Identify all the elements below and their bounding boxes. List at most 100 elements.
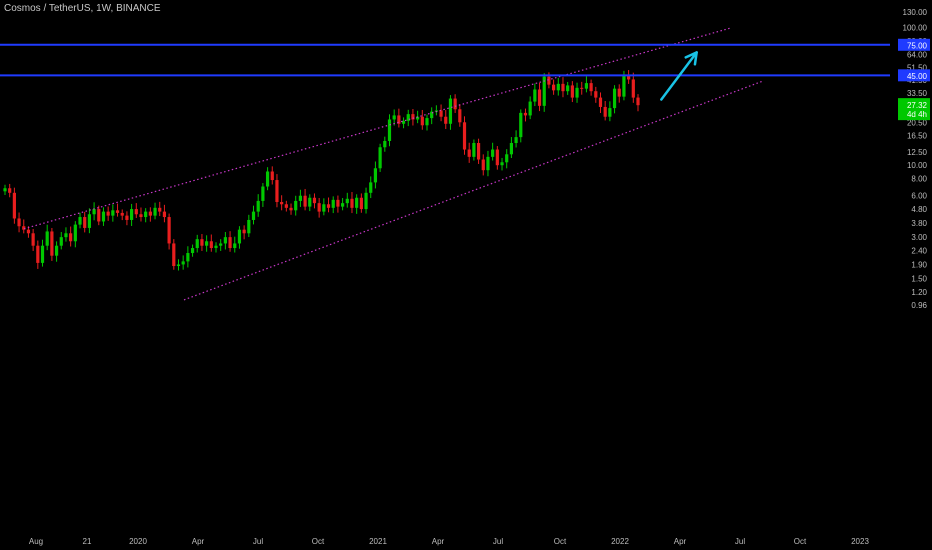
last-price-box — [898, 98, 930, 121]
candle-body — [237, 229, 242, 244]
candle-body — [617, 88, 621, 97]
channel-upper-line[interactable] — [23, 27, 731, 230]
candle-body — [369, 182, 373, 193]
channel-lower-line[interactable] — [183, 80, 764, 301]
candle-body — [64, 233, 68, 238]
candle-body — [186, 253, 190, 262]
candle-body — [247, 219, 251, 234]
candle-body — [514, 137, 518, 143]
candle-body — [331, 199, 335, 208]
time-tick-label: Jul — [493, 537, 503, 546]
candle-body — [83, 217, 87, 228]
candle-body — [97, 209, 101, 222]
price-tick-label: 2.40 — [911, 246, 927, 255]
candle-body — [336, 199, 340, 207]
level-label-box — [898, 38, 930, 51]
candle-body — [195, 239, 199, 249]
candle-body — [430, 111, 434, 119]
candle-body — [486, 156, 490, 171]
price-tick-label: 10.00 — [907, 161, 928, 170]
last-price-value: 27.32 — [907, 101, 928, 110]
arrow-head-icon — [684, 51, 698, 66]
time-tick-label: 2021 — [369, 537, 387, 546]
candle-body — [270, 171, 274, 181]
candle-body — [148, 211, 152, 216]
candle-body — [158, 207, 162, 212]
candle-body — [401, 120, 406, 124]
candle-body — [106, 211, 110, 216]
price-axis[interactable]: 130.00100.0080.0064.0051.5041.5033.5020.… — [890, 0, 932, 550]
price-tick-label: 3.00 — [911, 233, 927, 242]
candle-body — [537, 89, 542, 106]
candle-body — [144, 211, 148, 218]
candle-body — [40, 245, 45, 263]
candle-body — [92, 209, 96, 215]
levels-layer — [0, 43, 890, 77]
candle-body — [294, 200, 298, 211]
price-tick-label: 130.00 — [903, 8, 928, 17]
candle-body — [298, 195, 302, 201]
candle-body — [631, 79, 635, 98]
candle-body — [261, 186, 265, 201]
candle-body — [627, 75, 631, 80]
arrow-layer — [660, 51, 698, 101]
candle-body — [26, 229, 31, 234]
price-tick-label: 8.00 — [911, 175, 927, 184]
time-tick-label: 21 — [83, 537, 92, 546]
candle-body — [176, 264, 181, 267]
candle-body — [467, 149, 471, 157]
candle-body — [134, 209, 138, 215]
time-tick-label: 2023 — [851, 537, 869, 546]
arrow-shaft[interactable] — [660, 51, 698, 101]
candle-body — [228, 237, 232, 249]
candle-body — [111, 210, 115, 216]
candle-body — [589, 83, 593, 92]
candle-body — [420, 116, 424, 126]
candle-body — [17, 218, 21, 227]
candle-body — [162, 211, 167, 218]
price-tick-label: 3.80 — [911, 219, 927, 228]
price-tick-label: 1.90 — [911, 260, 927, 269]
time-tick-label: Aug — [29, 537, 43, 546]
candle-body — [54, 245, 59, 256]
price-tick-label: 4.80 — [911, 205, 927, 214]
price-tick-label: 16.50 — [907, 131, 928, 140]
price-tick-label: 12.50 — [907, 148, 928, 157]
candle-body — [397, 115, 401, 124]
candle-body — [125, 215, 129, 220]
candle-body — [265, 171, 270, 187]
candle-body — [242, 229, 246, 234]
price-tick-label: 0.96 — [911, 301, 927, 310]
candle-body — [50, 231, 54, 256]
candle-body — [570, 85, 574, 98]
candle-body — [608, 108, 612, 117]
time-tick-label: Oct — [554, 537, 567, 546]
candle-body — [387, 119, 392, 141]
candle-body — [392, 115, 396, 120]
candle-body — [3, 188, 7, 192]
candle-body — [209, 241, 213, 249]
candle-body — [345, 198, 349, 204]
candle-body — [453, 98, 457, 110]
candle-body — [622, 75, 626, 97]
candle-body — [472, 142, 476, 157]
price-tick-label: 1.50 — [911, 275, 927, 284]
candle-body — [495, 149, 499, 166]
candle-body — [561, 83, 565, 92]
candle-body — [153, 207, 157, 216]
candle-body — [425, 118, 429, 126]
candle-body — [101, 211, 106, 222]
candle-body — [528, 101, 532, 116]
candle-body — [73, 224, 77, 242]
candle-body — [31, 233, 35, 246]
candle-body — [139, 214, 143, 218]
price-tick-label: 51.50 — [907, 63, 928, 72]
candle-body — [130, 209, 134, 220]
time-axis[interactable]: Aug 21 2020 Apr Jul Oct 2021 Apr Jul Oct 2022 Apr Ju… — [0, 530, 890, 550]
candle-body — [476, 142, 481, 160]
candle-body — [519, 112, 523, 138]
candle-body — [594, 91, 598, 98]
candle-body — [172, 243, 176, 267]
candle-body — [462, 122, 467, 150]
